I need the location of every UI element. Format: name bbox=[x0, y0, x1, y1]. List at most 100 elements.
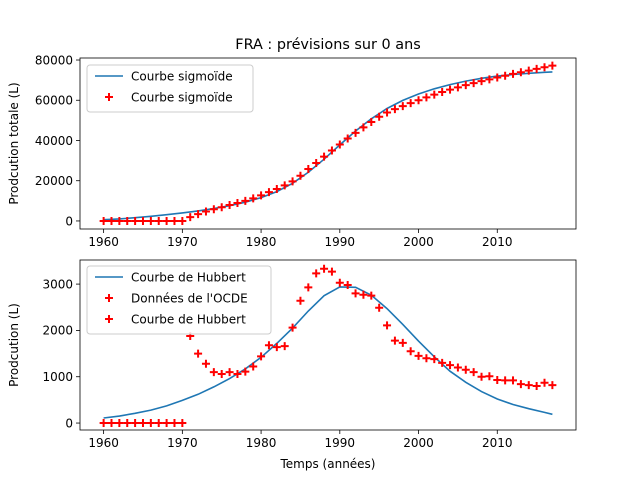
data-point-0-1-54 bbox=[524, 66, 533, 75]
data-point-1-2-32 bbox=[438, 358, 447, 367]
data-point-0-1-23 bbox=[280, 181, 289, 190]
x-tick-label-0-5: 2010 bbox=[482, 235, 513, 249]
data-point-1-2-46 bbox=[548, 381, 557, 390]
data-point-0-1-19 bbox=[249, 194, 258, 203]
data-point-1-1-9 bbox=[170, 419, 179, 428]
data-point-1-2-22 bbox=[359, 290, 368, 299]
y-tick-label-0-1: 20000 bbox=[35, 174, 73, 188]
data-point-1-2-29 bbox=[414, 351, 423, 360]
data-point-0-1-18 bbox=[241, 196, 250, 205]
legend-label-0-0: Courbe sigmoïde bbox=[131, 69, 233, 83]
data-point-1-2-19 bbox=[335, 278, 344, 287]
axes-frame-1 bbox=[79, 259, 577, 431]
data-point-1-2-3 bbox=[209, 368, 218, 377]
data-point-1-2-20 bbox=[343, 281, 352, 290]
data-point-1-2-6 bbox=[233, 369, 242, 378]
data-point-1-2-31 bbox=[430, 355, 439, 364]
data-point-0-1-52 bbox=[509, 69, 518, 78]
x-tick-label-0-0: 1960 bbox=[88, 235, 119, 249]
legend-box-0 bbox=[86, 64, 254, 113]
data-point-0-1-39 bbox=[406, 99, 415, 108]
legend-label-0-1: Courbe sigmoïde bbox=[131, 90, 233, 104]
data-point-0-1-41 bbox=[422, 93, 431, 102]
data-point-0-1-36 bbox=[383, 108, 392, 117]
data-point-0-1-12 bbox=[194, 210, 203, 219]
hubbert-panel: 1960 1970 1980 1990 2000 2010 0 1000 2000 3000 Pro… bbox=[7, 259, 577, 471]
data-point-1-2-1 bbox=[194, 349, 203, 358]
data-point-0-1-14 bbox=[209, 205, 218, 214]
data-point-1-1-4 bbox=[131, 419, 140, 428]
legend-marker-swatch-1-1 bbox=[105, 294, 113, 302]
x-tick-label-1-2: 1980 bbox=[246, 436, 277, 450]
data-point-0-1-26 bbox=[304, 165, 313, 174]
series-line-1-0 bbox=[103, 286, 553, 419]
data-point-0-1-50 bbox=[493, 73, 502, 82]
data-point-1-2-24 bbox=[375, 303, 384, 312]
y-tick-label-0-3: 60000 bbox=[35, 94, 73, 108]
data-point-1-2-45 bbox=[540, 378, 549, 387]
data-point-0-1-24 bbox=[288, 177, 297, 186]
data-point-1-1-3 bbox=[123, 419, 132, 428]
data-point-1-2-44 bbox=[532, 381, 541, 390]
data-point-1-2-33 bbox=[446, 361, 455, 370]
data-point-0-1-53 bbox=[516, 68, 525, 77]
data-point-0-1-17 bbox=[233, 199, 242, 208]
x-tick-label-0-1: 1970 bbox=[167, 235, 198, 249]
data-point-1-2-40 bbox=[501, 376, 510, 385]
data-point-1-2-38 bbox=[485, 372, 494, 381]
data-point-1-2-17 bbox=[320, 264, 329, 273]
data-point-1-2-10 bbox=[264, 341, 273, 350]
data-point-1-1-2 bbox=[115, 419, 124, 428]
y-axis-label-1: Prodcution (L) bbox=[7, 303, 21, 387]
data-point-1-2-35 bbox=[461, 365, 470, 374]
data-point-1-2-14 bbox=[296, 296, 305, 305]
x-tick-label-1-0: 1960 bbox=[88, 436, 119, 450]
data-point-0-1-40 bbox=[414, 96, 423, 105]
axes-frame-0 bbox=[79, 57, 577, 230]
data-point-0-1-42 bbox=[430, 90, 439, 99]
data-point-1-2-37 bbox=[477, 372, 486, 381]
data-point-1-2-34 bbox=[453, 363, 462, 372]
data-point-0-1-15 bbox=[217, 203, 226, 212]
data-point-1-2-2 bbox=[201, 359, 210, 368]
data-point-0-1-8 bbox=[162, 216, 171, 225]
data-point-0-1-43 bbox=[438, 87, 447, 96]
data-point-0-1-28 bbox=[320, 152, 329, 161]
data-point-1-1-1 bbox=[107, 419, 116, 428]
legend-box-1 bbox=[86, 265, 272, 335]
data-point-0-1-31 bbox=[343, 134, 352, 143]
data-point-0-1-6 bbox=[146, 216, 155, 225]
data-point-1-2-41 bbox=[509, 376, 518, 385]
x-tick-label-0-4: 2000 bbox=[403, 235, 434, 249]
legend-0: Courbe sigmoïde Courbe sigmoïde bbox=[86, 64, 254, 113]
data-point-0-1-22 bbox=[272, 184, 281, 193]
x-axis-label-1: Temps (années) bbox=[280, 457, 376, 471]
y-tick-label-1-1: 1000 bbox=[42, 370, 73, 384]
y-tick-label-0-4: 80000 bbox=[35, 53, 73, 67]
data-point-0-1-7 bbox=[154, 216, 163, 225]
data-point-0-1-13 bbox=[201, 207, 210, 216]
data-point-0-1-25 bbox=[296, 171, 305, 180]
data-point-1-1-8 bbox=[162, 419, 171, 428]
data-point-0-1-10 bbox=[178, 216, 187, 225]
x-tick-label-1-4: 2000 bbox=[403, 436, 434, 450]
data-point-1-1-0 bbox=[99, 419, 108, 428]
data-point-1-2-8 bbox=[249, 362, 258, 371]
data-point-0-1-55 bbox=[532, 64, 541, 73]
data-point-0-1-44 bbox=[446, 85, 455, 94]
y-tick-label-1-3: 3000 bbox=[42, 277, 73, 291]
data-point-1-2-23 bbox=[367, 291, 376, 300]
data-point-0-1-38 bbox=[398, 102, 407, 111]
legend-marker-swatch-0-1 bbox=[105, 93, 113, 101]
data-point-0-1-27 bbox=[312, 159, 321, 168]
data-point-0-1-20 bbox=[257, 191, 266, 200]
data-point-1-1-5 bbox=[138, 419, 147, 428]
data-point-0-1-21 bbox=[264, 188, 273, 197]
data-point-0-1-33 bbox=[359, 123, 368, 132]
data-point-1-2-42 bbox=[516, 380, 525, 389]
data-point-0-1-4 bbox=[131, 216, 140, 225]
x-tick-label-1-3: 1990 bbox=[325, 436, 356, 450]
x-tick-label-1-5: 2010 bbox=[482, 436, 513, 450]
data-point-0-1-11 bbox=[186, 213, 195, 222]
legend-marker-swatch-1-2 bbox=[105, 315, 113, 323]
